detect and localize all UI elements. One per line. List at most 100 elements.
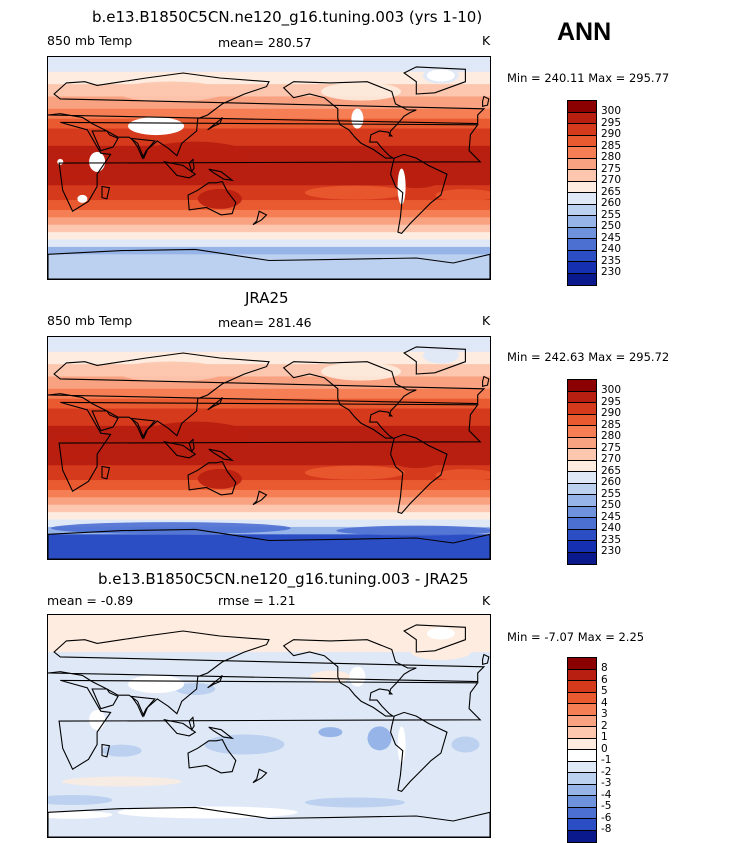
coastline bbox=[101, 185, 111, 200]
panel-1-variable-label: 850 mb Temp bbox=[47, 33, 133, 48]
coastline bbox=[130, 137, 156, 160]
panel-2-map-graphic bbox=[48, 337, 490, 559]
coastline bbox=[188, 438, 195, 454]
colorbar-swatch bbox=[568, 727, 596, 739]
colorbar-tick-label: 5 bbox=[601, 685, 608, 697]
colorbar-tick-label: 245 bbox=[601, 231, 622, 244]
colorbar-swatch bbox=[568, 495, 596, 507]
colorbar-tick-label: 290 bbox=[601, 128, 622, 140]
colorbar-swatch bbox=[568, 391, 596, 403]
colorbar-tick-label: 2 bbox=[601, 719, 608, 732]
colorbar-swatch bbox=[568, 830, 596, 842]
colorbar-tick-label: 245 bbox=[601, 510, 622, 523]
colorbar-tick-label: -4 bbox=[601, 788, 612, 801]
colorbar-tick-label: 6 bbox=[601, 673, 608, 686]
colorbar-swatch bbox=[568, 715, 596, 727]
coastline bbox=[207, 397, 223, 411]
colorbar-swatch bbox=[568, 403, 596, 415]
panel-1-mean-label: mean= 280.57 bbox=[218, 35, 312, 50]
panel-1-colorbar-labels: 300 295 290 285 280 275 270 265 260 255 250 245 240 2… bbox=[601, 105, 622, 279]
colorbar-tick-label: 230 bbox=[601, 266, 622, 278]
coastline bbox=[482, 95, 490, 108]
colorbar-tick-label: 265 bbox=[601, 464, 622, 477]
colorbar-swatch bbox=[568, 773, 596, 785]
colorbar-swatch bbox=[568, 669, 596, 681]
colorbar-swatch bbox=[568, 101, 596, 113]
colorbar-tick-label: 260 bbox=[601, 476, 622, 488]
panel-2-mean-label: mean= 281.46 bbox=[218, 315, 312, 330]
colorbar-tick-label: 275 bbox=[601, 162, 622, 175]
panel-3-mean-label: mean = -0.89 bbox=[47, 593, 134, 608]
panel-3-map-graphic bbox=[48, 615, 490, 837]
coastline bbox=[482, 375, 490, 388]
colorbar-swatch bbox=[568, 449, 596, 461]
coastline bbox=[130, 695, 156, 718]
coastline bbox=[208, 448, 235, 462]
coastline bbox=[187, 738, 237, 774]
coastline bbox=[390, 711, 448, 793]
colorbar-tick-label: 250 bbox=[601, 220, 622, 232]
coastline bbox=[403, 624, 466, 653]
panel-1-colorbar bbox=[567, 100, 597, 286]
coastline bbox=[48, 806, 490, 837]
panel-2-map bbox=[47, 336, 491, 560]
colorbar-swatch bbox=[568, 227, 596, 239]
season-label: ANN bbox=[557, 18, 612, 46]
panel-3-title: b.e13.B1850C5CN.ne120_g16.tuning.003 - J… bbox=[98, 570, 469, 588]
colorbar-tick-label: -5 bbox=[601, 800, 612, 812]
colorbar-tick-label: 295 bbox=[601, 395, 622, 408]
colorbar-swatch bbox=[568, 807, 596, 819]
coastline bbox=[207, 117, 223, 131]
colorbar-tick-label: 240 bbox=[601, 243, 622, 255]
panel-2-colorbar bbox=[567, 379, 597, 565]
colorbar-swatch bbox=[568, 135, 596, 147]
coastline bbox=[58, 121, 482, 212]
colorbar-swatch bbox=[568, 181, 596, 193]
coastline bbox=[188, 716, 195, 732]
colorbar-tick-label: 280 bbox=[601, 151, 622, 163]
panel-2-colorbar-labels: 300 295 290 285 280 275 270 265 260 255 250 245 240 2… bbox=[601, 384, 622, 558]
coastline bbox=[91, 410, 119, 432]
colorbar-swatch bbox=[568, 506, 596, 518]
colorbar-swatch bbox=[568, 262, 596, 274]
panel-3-colorbar-labels: 8 6 5 4 3 2 1 0 -1 -2 -3 -4 -5 -6 -8 bbox=[601, 662, 612, 836]
panel-3-colorbar bbox=[567, 657, 597, 843]
colorbar-tick-label: 3 bbox=[601, 708, 608, 720]
colorbar-tick-label: 0 bbox=[601, 742, 608, 755]
panel-3-min-max: Min = -7.07 Max = 2.25 bbox=[507, 630, 645, 644]
coastline bbox=[101, 465, 111, 480]
colorbar-tick-label: -8 bbox=[601, 823, 612, 835]
colorbar-tick-label: -1 bbox=[601, 754, 612, 766]
colorbar-tick-label: 285 bbox=[601, 418, 622, 431]
panel-1-unit-label: K bbox=[482, 33, 491, 48]
colorbar-swatch bbox=[568, 529, 596, 541]
panel-1-map-graphic bbox=[48, 57, 490, 279]
coastline bbox=[390, 433, 448, 515]
colorbar-swatch bbox=[568, 552, 596, 564]
colorbar-tick-label: 300 bbox=[601, 384, 622, 396]
colorbar-swatch bbox=[568, 112, 596, 124]
colorbar-tick-label: 280 bbox=[601, 430, 622, 442]
coastline bbox=[390, 153, 448, 235]
colorbar-tick-label: 240 bbox=[601, 522, 622, 534]
colorbar-swatch bbox=[568, 472, 596, 484]
coastline bbox=[91, 688, 119, 710]
colorbar-tick-label: -3 bbox=[601, 777, 612, 789]
colorbar-tick-label: 8 bbox=[601, 662, 608, 674]
colorbar-swatch bbox=[568, 704, 596, 716]
coastline bbox=[187, 460, 237, 496]
panel-2-unit-label: K bbox=[482, 313, 491, 328]
colorbar-swatch bbox=[568, 681, 596, 693]
coastline bbox=[403, 346, 466, 375]
colorbar-swatch bbox=[568, 518, 596, 530]
coastline bbox=[403, 66, 466, 95]
coastline bbox=[48, 630, 486, 718]
colorbar-tick-label: 250 bbox=[601, 499, 622, 511]
coastline bbox=[282, 361, 417, 439]
colorbar-tick-label: 290 bbox=[601, 407, 622, 419]
colorbar-tick-label: 270 bbox=[601, 174, 622, 186]
coastline bbox=[252, 490, 268, 506]
coastline bbox=[208, 726, 235, 740]
panel-1-title: b.e13.B1850C5CN.ne120_g16.tuning.003 (yr… bbox=[92, 8, 483, 26]
coastline bbox=[188, 158, 195, 174]
